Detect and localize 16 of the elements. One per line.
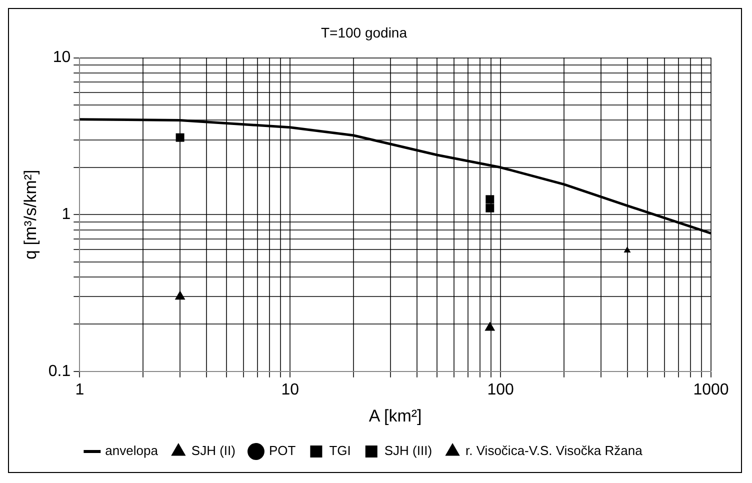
chart-title: T=100 godina xyxy=(320,24,408,40)
legend-label: POT xyxy=(268,443,296,458)
legend-label: anvelopa xyxy=(105,443,159,458)
y-tick-label: 1 xyxy=(62,206,71,224)
legend-label: r. Visočica-V.S. Visočka Ržana xyxy=(466,443,644,458)
y-tick-label: 10 xyxy=(52,49,71,66)
legend-label: SJH (II) xyxy=(191,443,236,458)
legend-label: SJH (III) xyxy=(384,443,432,458)
y-axis-title: q [m³/s/km²] xyxy=(20,170,40,260)
x-tick-label: 1000 xyxy=(693,381,729,398)
x-tick-label: 1 xyxy=(75,381,84,398)
x-tick-label: 10 xyxy=(281,381,300,398)
x-tick-label: 100 xyxy=(487,381,514,398)
x-axis-title: A [km²] xyxy=(368,406,422,426)
legend-label: TGI xyxy=(329,443,351,458)
y-tick-label: 0.1 xyxy=(48,362,71,380)
